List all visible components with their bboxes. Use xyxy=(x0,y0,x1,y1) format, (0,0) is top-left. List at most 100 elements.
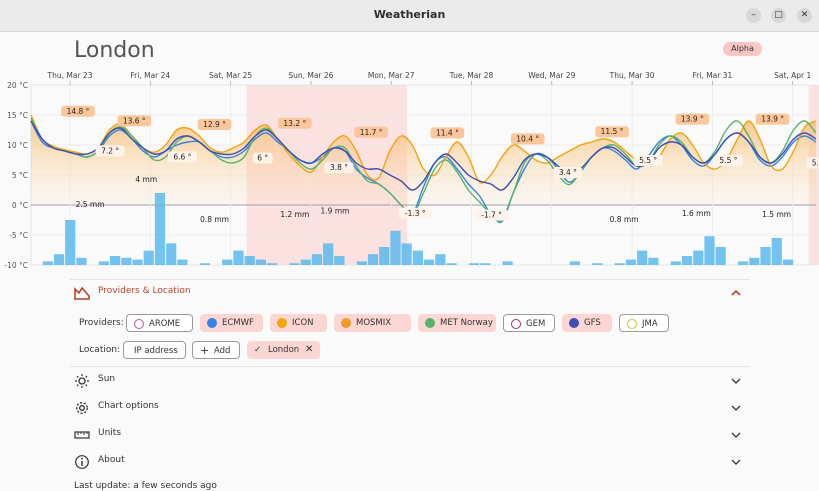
provider-color-icon xyxy=(134,319,144,329)
precipitation-bar xyxy=(244,256,255,265)
provider-toggle-met-norway[interactable]: MET Norway xyxy=(418,314,496,332)
temp-label: 10.4 ° xyxy=(516,134,539,143)
precipitation-bar xyxy=(401,243,412,265)
precipitation-bar xyxy=(771,238,782,265)
temp-label: 11.7 ° xyxy=(360,128,383,137)
precipitation-bar xyxy=(782,259,794,265)
temp-label: 7.2 ° xyxy=(101,146,119,155)
x-tick-label: Wed, Mar 29 xyxy=(528,71,575,80)
precipitation-bar xyxy=(592,263,603,265)
location-chip-london[interactable]: ✓ London ✕ xyxy=(247,341,320,359)
provider-name: ECMWF xyxy=(222,318,254,328)
location-chip-label: London xyxy=(268,345,300,355)
temp-label-bg xyxy=(354,126,388,138)
precipitation-bar xyxy=(311,254,323,265)
provider-toggle-arome[interactable]: AROME xyxy=(126,314,193,332)
precipitation-bar xyxy=(110,256,121,265)
precipitation-bar xyxy=(53,254,65,265)
chevron-down-icon xyxy=(731,459,741,466)
temp-label-bg xyxy=(675,113,710,125)
precipitation-label: 2.5 mm xyxy=(76,200,105,209)
maximize-icon: □ xyxy=(774,10,783,20)
y-tick-label: -5 °C xyxy=(9,231,28,240)
y-tick-label: 20 °C xyxy=(7,81,28,90)
provider-toggle-gem[interactable]: GEM xyxy=(503,314,555,332)
provider-name: GEM xyxy=(526,319,546,329)
provider-toggle-jma[interactable]: JMA xyxy=(619,314,669,332)
sun-icon xyxy=(75,374,89,388)
ruler-icon xyxy=(74,431,90,439)
temp-label-bg xyxy=(474,209,509,221)
x-tick-label: Sat, Mar 25 xyxy=(209,71,252,80)
units-section-header[interactable]: Units xyxy=(70,422,750,448)
precipitation-bar xyxy=(715,247,726,265)
provider-toggle-icon[interactable]: ICON xyxy=(270,314,327,332)
temp-label: 11.5 ° xyxy=(601,127,624,136)
precipitation-bar xyxy=(143,250,154,265)
x-tick-label: Sat, Apr 1 xyxy=(774,71,811,80)
chart-options-section-header[interactable]: Chart options xyxy=(70,395,750,421)
forecast-chart[interactable]: Thu, Mar 23 Fri, Mar 24 Sat, Mar 25 Sun, Ma… xyxy=(0,64,819,276)
temperature-area xyxy=(31,115,816,205)
provider-color-icon xyxy=(511,319,521,329)
precipitation-label: 4 mm xyxy=(135,175,157,184)
precipitation-bar xyxy=(199,263,210,265)
x-tick-label: Thu, Mar 30 xyxy=(609,71,655,80)
provider-toggle-gfs[interactable]: GFS xyxy=(562,314,612,332)
precipitation-bar xyxy=(356,261,367,265)
temp-label: -1.7 ° xyxy=(481,211,502,220)
precipitation-bar xyxy=(42,261,53,265)
precipitation-bar xyxy=(65,220,76,265)
minimize-icon: – xyxy=(751,10,756,20)
precipitation-bar xyxy=(154,193,166,265)
temp-label: 13.2 ° xyxy=(283,119,306,128)
add-label: Add xyxy=(214,346,231,356)
y-tick-label: -10 °C xyxy=(4,261,28,270)
providers-label: Providers: xyxy=(79,318,124,328)
ip-address-button[interactable]: IP address xyxy=(123,341,186,359)
mountain-icon xyxy=(74,286,90,300)
close-icon: ✕ xyxy=(800,10,809,20)
x-tick-label: Sun, Mar 26 xyxy=(288,71,333,80)
precipitation-bar xyxy=(334,256,345,265)
add-location-button[interactable]: + Add xyxy=(192,341,240,359)
x-tick-label: Fri, Mar 24 xyxy=(130,71,170,80)
precipitation-bar xyxy=(289,263,300,265)
x-tick-label: Mon, Mar 27 xyxy=(368,71,415,80)
precipitation-bar xyxy=(614,263,625,265)
providers-section-header[interactable]: Providers & Location xyxy=(70,280,750,306)
temp-label: 5.1 ° xyxy=(812,158,819,167)
about-section-header[interactable]: About xyxy=(70,449,750,475)
precipitation-bar xyxy=(480,263,491,265)
y-tick-label: 15 °C xyxy=(7,111,28,120)
minimize-button[interactable]: – xyxy=(746,8,761,23)
precipitation-bar xyxy=(637,250,648,265)
temp-label-bg xyxy=(398,207,433,219)
city-title: London xyxy=(74,38,155,63)
provider-color-icon xyxy=(341,318,351,328)
chevron-down-icon xyxy=(731,432,741,439)
precipitation-label: 0.8 mm xyxy=(200,215,229,224)
temp-label-bg xyxy=(430,127,465,139)
series-line-met-norway xyxy=(30,117,817,224)
maximize-button[interactable]: □ xyxy=(771,8,786,23)
temp-label-bg xyxy=(755,113,790,125)
precipitation-bar xyxy=(166,243,177,265)
provider-toggle-ecmwf[interactable]: ECMWF xyxy=(200,314,263,332)
temp-label: 14.8 ° xyxy=(67,107,90,116)
provider-toggle-mosmix[interactable]: MOSMIX xyxy=(334,314,411,332)
precipitation-label: 1.6 mm xyxy=(682,209,711,218)
provider-name: GFS xyxy=(584,318,601,328)
remove-location-icon[interactable]: ✕ xyxy=(305,344,314,355)
chevron-down-icon xyxy=(731,405,741,412)
temp-label: 11.4 ° xyxy=(436,128,459,137)
temp-label: 13.9 ° xyxy=(761,115,784,124)
plus-icon: + xyxy=(200,344,210,357)
y-tick-label: 10 °C xyxy=(7,141,28,150)
alpha-badge: Alpha xyxy=(723,42,762,56)
title-bar: Weatherian – □ ✕ xyxy=(0,0,819,32)
precipitation-bar xyxy=(468,263,480,265)
sun-section-header[interactable]: Sun xyxy=(70,368,750,394)
close-button[interactable]: ✕ xyxy=(797,8,812,23)
precipitation-bar xyxy=(121,257,132,265)
